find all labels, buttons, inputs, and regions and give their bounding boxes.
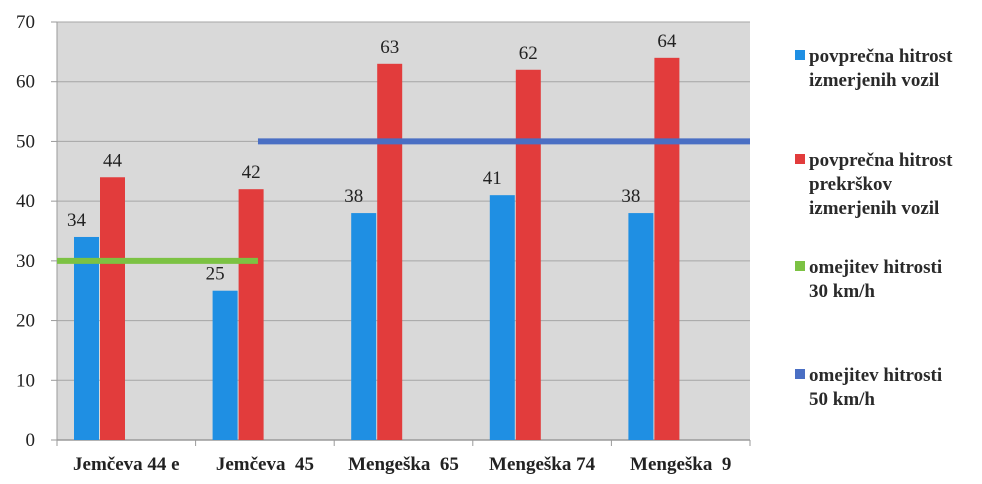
legend-label: 30 km/h bbox=[809, 281, 875, 302]
legend-label: povprečna hitrost bbox=[809, 46, 953, 67]
bar bbox=[212, 290, 238, 440]
y-tick-label: 40 bbox=[16, 191, 35, 212]
bar bbox=[654, 57, 680, 440]
bar bbox=[377, 63, 403, 441]
bar bbox=[351, 213, 377, 440]
y-tick-label: 30 bbox=[16, 251, 35, 272]
data-label: 25 bbox=[206, 264, 225, 285]
legend-label: 50 km/h bbox=[809, 389, 875, 410]
bar bbox=[238, 189, 264, 440]
bar bbox=[489, 195, 515, 440]
y-tick-label: 60 bbox=[16, 72, 35, 93]
bar bbox=[74, 236, 99, 440]
legend-label: omejitev hitrosti bbox=[809, 257, 942, 278]
y-tick-label: 10 bbox=[16, 370, 35, 391]
data-label: 62 bbox=[519, 43, 538, 64]
data-label: 64 bbox=[657, 31, 677, 52]
y-tick-label: 70 bbox=[16, 12, 35, 33]
data-label: 44 bbox=[103, 150, 123, 171]
bar bbox=[515, 69, 541, 441]
y-tick-label: 50 bbox=[16, 131, 35, 152]
legend-swatch bbox=[795, 50, 805, 60]
category-label: Jemčeva 45 bbox=[216, 454, 314, 475]
legend-label: povprečna hitrost bbox=[809, 150, 953, 171]
y-tick-label: 20 bbox=[16, 311, 35, 332]
data-label: 63 bbox=[380, 37, 399, 58]
legend-swatch bbox=[795, 369, 805, 379]
data-label: 38 bbox=[621, 186, 640, 207]
legend-swatch bbox=[795, 261, 805, 271]
data-label: 34 bbox=[67, 210, 87, 231]
data-label: 42 bbox=[242, 162, 261, 183]
legend-label: izmerjenih vozil bbox=[809, 70, 939, 91]
legend-swatch bbox=[795, 154, 805, 164]
bar bbox=[628, 213, 654, 440]
bar bbox=[100, 177, 125, 440]
category-label: Jemčeva 44 e bbox=[73, 454, 180, 475]
y-tick-label: 0 bbox=[26, 430, 36, 451]
legend-label: omejitev hitrosti bbox=[809, 365, 942, 386]
legend-label: izmerjenih vozil bbox=[809, 198, 939, 219]
category-label: Mengeška 9 bbox=[630, 454, 731, 475]
data-label: 41 bbox=[483, 168, 502, 189]
category-label: Mengeška 74 bbox=[489, 454, 596, 475]
data-label: 38 bbox=[344, 186, 363, 207]
category-label: Mengeška 65 bbox=[348, 454, 459, 475]
legend-label: prekrškov bbox=[809, 174, 893, 195]
